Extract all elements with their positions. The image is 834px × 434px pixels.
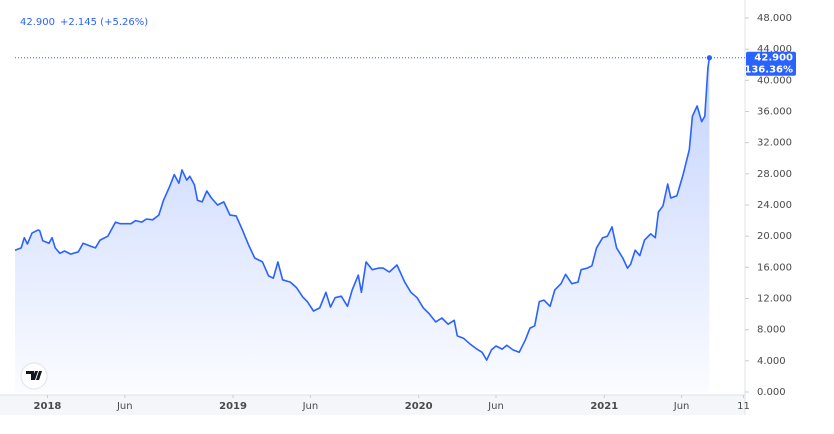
y-tick-label: 24.000	[757, 200, 792, 211]
y-tick-label: 40.000	[757, 75, 792, 86]
y-tick-label: 8.000	[757, 325, 786, 336]
x-tick-label: 2021	[590, 401, 618, 412]
x-tick-label: Jun	[302, 401, 319, 412]
y-tick-label: 32.000	[757, 138, 792, 149]
header-change: +2.145 (+5.26%)	[60, 17, 148, 28]
x-tick-label: Jun	[673, 401, 690, 412]
y-tick-label: 4.000	[757, 356, 786, 367]
header-price: 42.900	[20, 17, 55, 28]
price-label-box	[746, 51, 796, 76]
y-tick-label: 44.000	[757, 44, 792, 55]
price-line	[14, 57, 711, 361]
x-tick-label: 11	[737, 401, 750, 412]
y-tick-label: 0.000	[757, 387, 786, 398]
percent-label: 136.36%	[744, 65, 793, 76]
y-tick-label: 36.000	[757, 107, 792, 118]
time-axis-band	[0, 395, 745, 415]
y-tick-label: 16.000	[757, 262, 792, 273]
y-tick-label: 28.000	[757, 169, 792, 180]
x-tick-label: 2018	[34, 401, 62, 412]
y-tick-label: 12.000	[757, 294, 792, 305]
x-tick-label: Jun	[487, 401, 504, 412]
y-tick-label: 20.000	[757, 231, 792, 242]
plot	[14, 55, 745, 392]
x-tick-label: 2019	[219, 401, 247, 412]
area	[15, 57, 710, 392]
price-label: 42.900	[754, 53, 793, 64]
x-tick-label: 2020	[405, 401, 433, 412]
logo	[20, 362, 48, 390]
last-point	[706, 55, 713, 61]
y-tick-label: 48.000	[757, 13, 792, 24]
x-tick-label: Jun	[116, 401, 133, 412]
